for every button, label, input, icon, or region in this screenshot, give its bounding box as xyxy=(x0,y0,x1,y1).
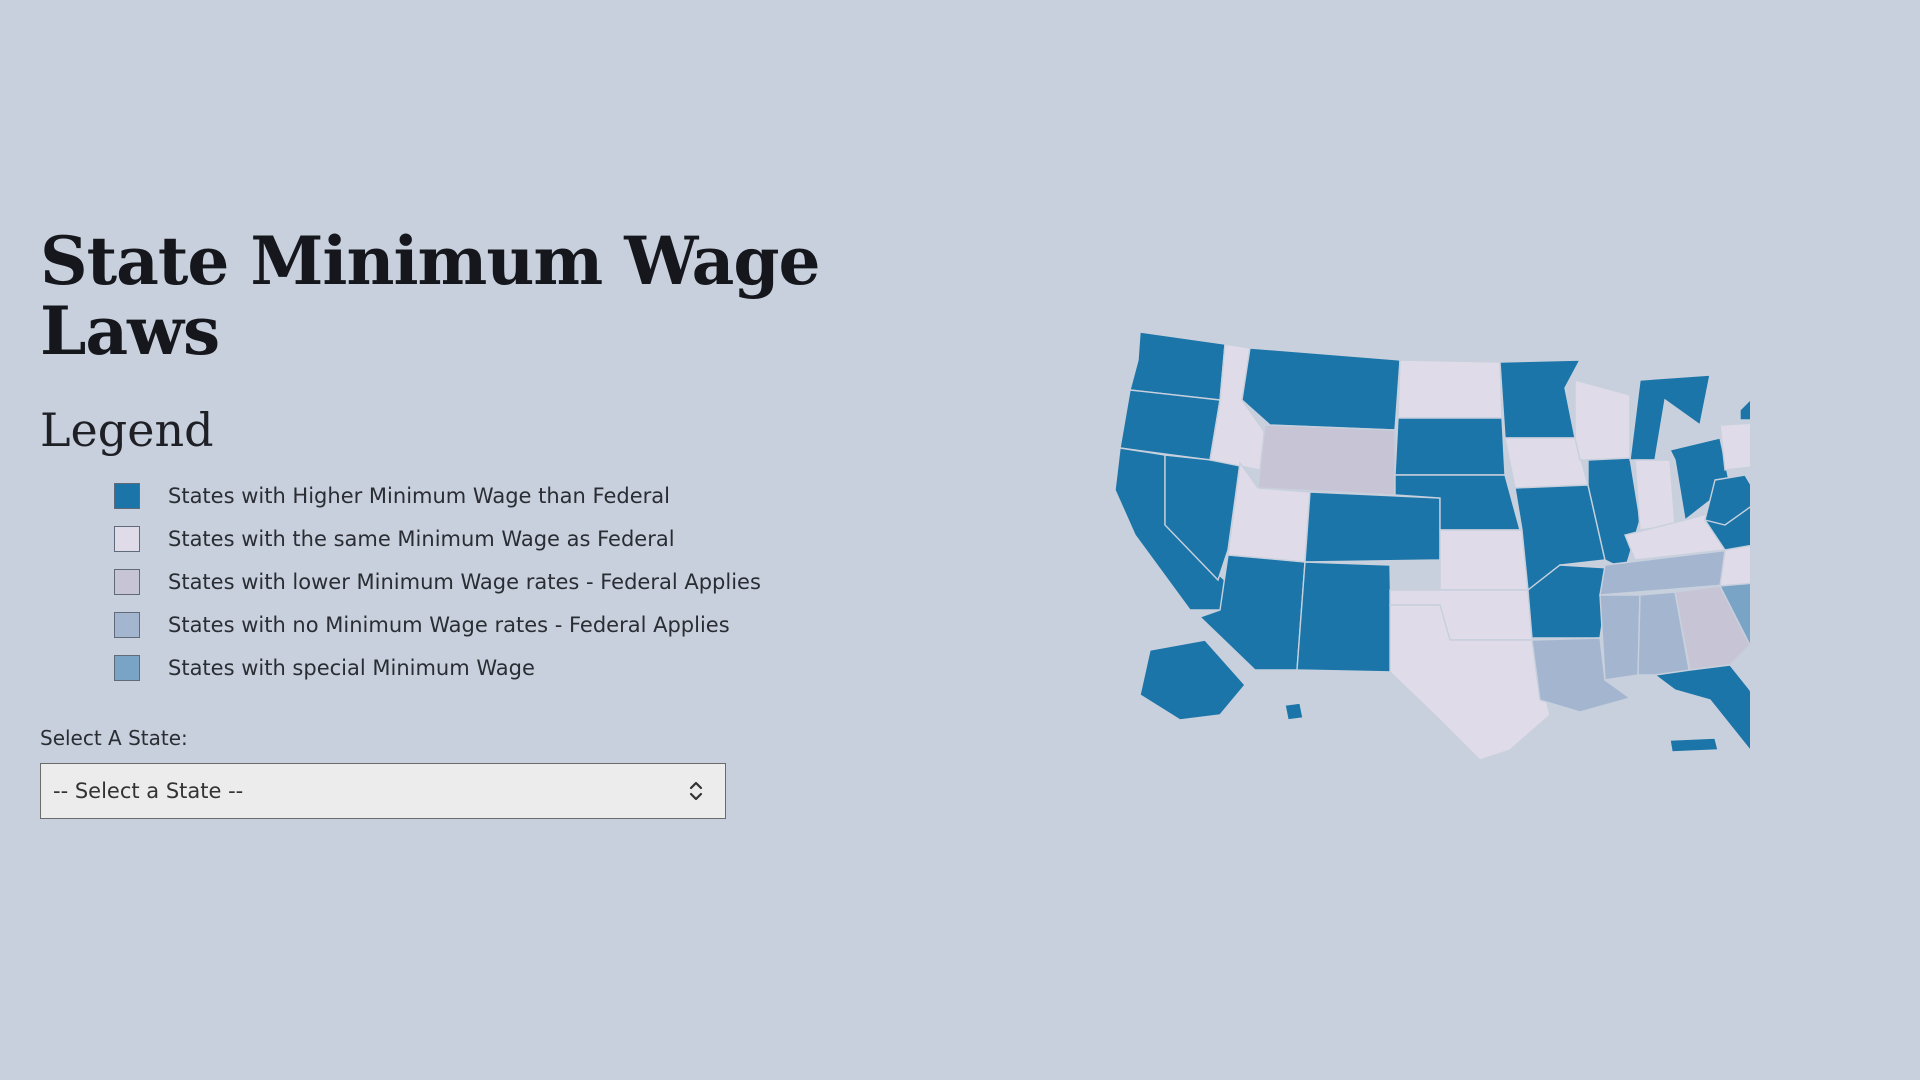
legend-heading: Legend xyxy=(40,403,214,457)
legend-item-none: States with no Minimum Wage rates - Fede… xyxy=(114,603,761,646)
state-oh[interactable] xyxy=(1668,437,1731,522)
state-mt[interactable] xyxy=(1241,347,1401,431)
legend-swatch-special xyxy=(114,654,140,681)
state-fl[interactable] xyxy=(1653,664,1750,751)
state-wy[interactable] xyxy=(1257,424,1396,496)
state-pa[interactable] xyxy=(1719,420,1750,471)
legend-swatch-lower xyxy=(114,568,140,595)
state-ak[interactable] xyxy=(1139,639,1246,721)
state-select-value: -- Select a State -- xyxy=(53,779,244,803)
state-pr[interactable] xyxy=(1669,737,1719,753)
legend-swatch-same xyxy=(114,525,140,552)
page-title: State Minimum Wage Laws xyxy=(40,222,820,370)
state-or[interactable] xyxy=(1119,389,1221,461)
state-nc[interactable] xyxy=(1719,535,1750,587)
state-mi[interactable] xyxy=(1629,374,1711,461)
state-wa[interactable] xyxy=(1129,331,1226,401)
legend-label: States with no Minimum Wage rates - Fede… xyxy=(168,612,730,637)
state-nd[interactable] xyxy=(1397,359,1503,419)
state-hi[interactable] xyxy=(1284,702,1304,721)
state-mn[interactable] xyxy=(1499,359,1582,439)
state-sd[interactable] xyxy=(1394,417,1506,476)
legend-label: States with Higher Minimum Wage than Fed… xyxy=(168,483,670,508)
legend-item-same: States with the same Minimum Wage as Fed… xyxy=(114,517,761,560)
select-state-label: Select A State: xyxy=(40,726,188,750)
legend-label: States with special Minimum Wage xyxy=(168,655,535,680)
state-ga[interactable] xyxy=(1674,585,1750,671)
us-states-map-icon xyxy=(1114,331,1750,761)
legend-item-higher: States with Higher Minimum Wage than Fed… xyxy=(114,474,761,517)
state-tx[interactable] xyxy=(1389,604,1551,761)
state-ms[interactable] xyxy=(1599,594,1641,681)
state-select[interactable]: -- Select a State -- xyxy=(40,763,726,819)
state-sc[interactable] xyxy=(1718,578,1750,647)
legend: States with Higher Minimum Wage than Fed… xyxy=(114,474,761,689)
legend-swatch-higher xyxy=(114,482,140,509)
state-co[interactable] xyxy=(1304,491,1441,563)
state-wv[interactable] xyxy=(1704,474,1750,526)
state-in[interactable] xyxy=(1634,459,1676,531)
state-ny[interactable] xyxy=(1739,350,1750,421)
state-ks[interactable] xyxy=(1439,529,1529,591)
legend-label: States with the same Minimum Wage as Fed… xyxy=(168,526,675,551)
legend-label: States with lower Minimum Wage rates - F… xyxy=(168,569,761,594)
state-nm[interactable] xyxy=(1296,561,1393,673)
chevron-up-down-icon xyxy=(689,781,703,801)
legend-item-lower: States with lower Minimum Wage rates - F… xyxy=(114,560,761,603)
us-map xyxy=(1110,320,1750,770)
state-wi[interactable] xyxy=(1574,379,1631,461)
legend-swatch-none xyxy=(114,611,140,638)
legend-item-special: States with special Minimum Wage xyxy=(114,646,761,689)
state-la[interactable] xyxy=(1531,637,1632,713)
state-ia[interactable] xyxy=(1504,437,1589,489)
